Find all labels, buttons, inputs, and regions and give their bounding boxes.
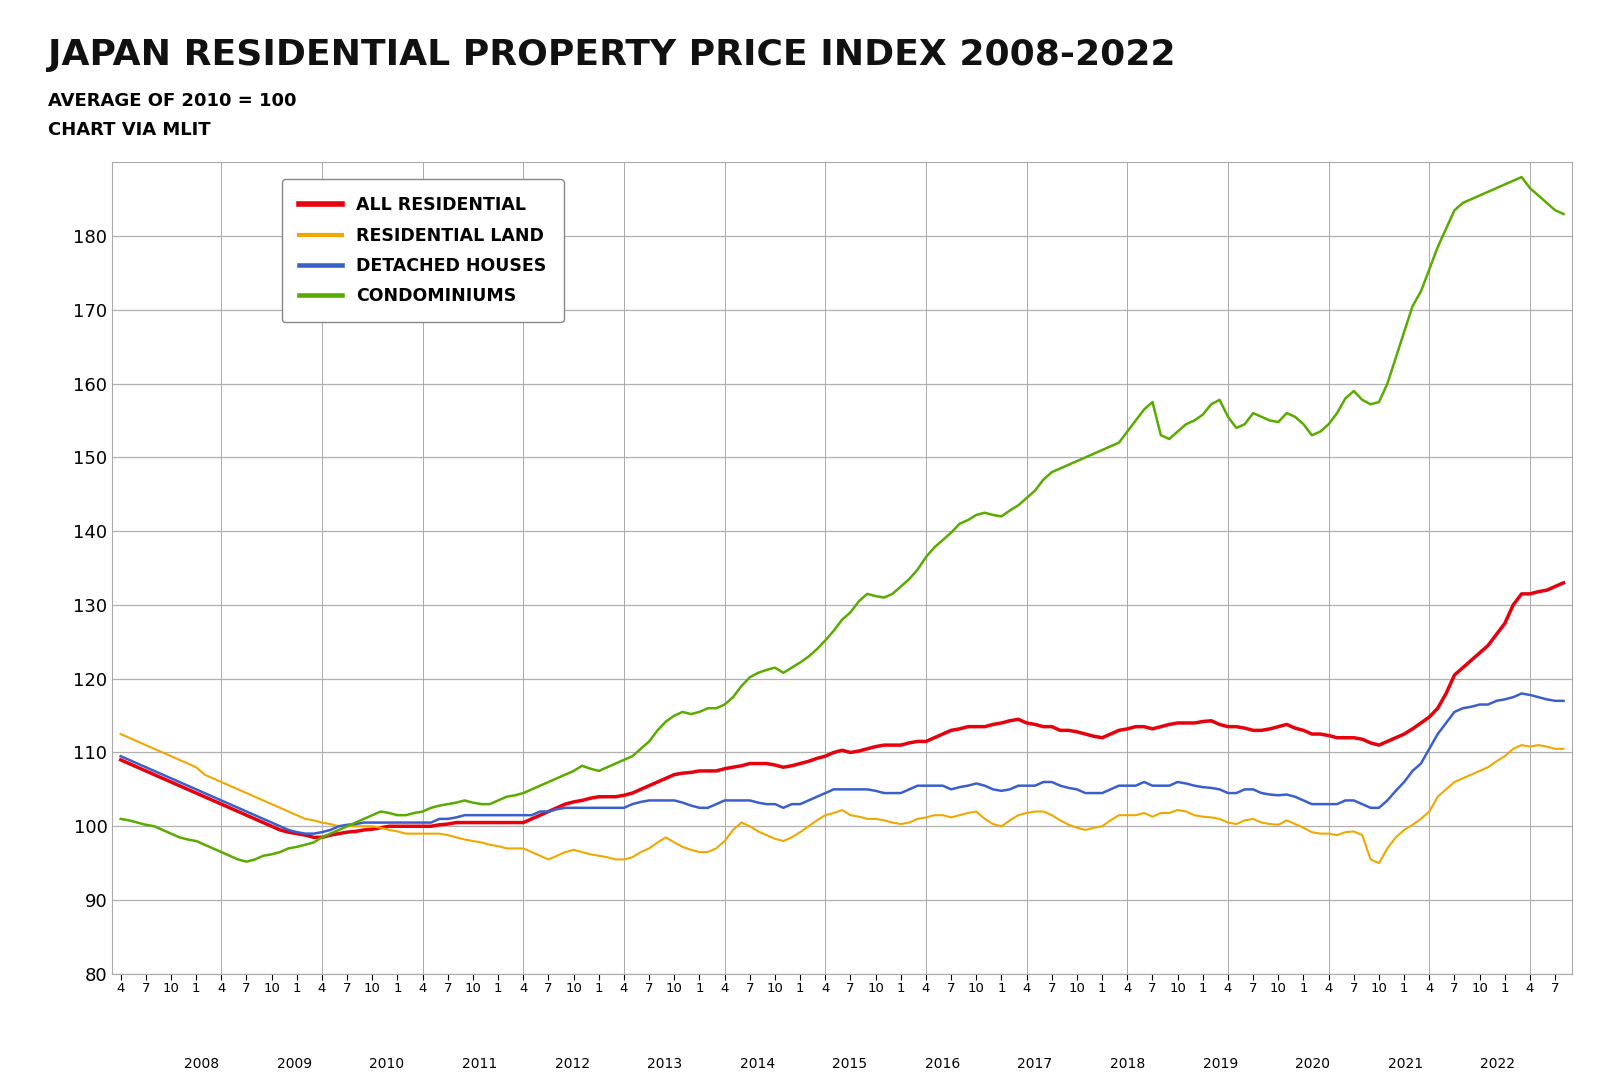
ALL RESIDENTIAL — [648, 776, 667, 789]
Text: AVERAGE OF 2010 = 100: AVERAGE OF 2010 = 100 — [48, 92, 297, 110]
ALL RESIDENTIAL — [111, 753, 130, 766]
CONDOMINIUMS — [908, 563, 927, 576]
ALL RESIDENTIAL — [1404, 723, 1423, 736]
DETACHED HOUSES — [1219, 787, 1238, 800]
Text: CHART VIA MLIT: CHART VIA MLIT — [48, 121, 210, 140]
Line: RESIDENTIAL LAND: RESIDENTIAL LAND — [120, 734, 1564, 863]
DETACHED HOUSES — [295, 827, 314, 840]
DETACHED HOUSES — [816, 787, 836, 800]
Legend: ALL RESIDENTIAL, RESIDENTIAL LAND, DETACHED HOUSES, CONDOMINIUMS: ALL RESIDENTIAL, RESIDENTIAL LAND, DETAC… — [282, 180, 563, 322]
CONDOMINIUMS — [111, 813, 130, 826]
RESIDENTIAL LAND — [1209, 813, 1229, 826]
CONDOMINIUMS — [1554, 208, 1574, 221]
CONDOMINIUMS — [1219, 410, 1238, 423]
ALL RESIDENTIAL — [305, 831, 324, 844]
RESIDENTIAL LAND — [900, 816, 919, 829]
CONDOMINIUMS — [816, 634, 836, 647]
RESIDENTIAL LAND — [1160, 806, 1179, 819]
DETACHED HOUSES — [111, 750, 130, 763]
RESIDENTIAL LAND — [1404, 818, 1423, 831]
CONDOMINIUMS — [1404, 300, 1423, 313]
DETACHED HOUSES — [1513, 687, 1532, 700]
ALL RESIDENTIAL — [908, 735, 927, 748]
DETACHED HOUSES — [1554, 695, 1574, 708]
DETACHED HOUSES — [648, 794, 667, 807]
ALL RESIDENTIAL — [816, 750, 836, 763]
DETACHED HOUSES — [1404, 764, 1423, 777]
ALL RESIDENTIAL — [1219, 721, 1238, 734]
RESIDENTIAL LAND — [1554, 742, 1574, 755]
CONDOMINIUMS — [1168, 425, 1187, 438]
RESIDENTIAL LAND — [640, 842, 659, 855]
ALL RESIDENTIAL — [1554, 577, 1574, 590]
Text: （2010年平均=100）: （2010年平均=100） — [419, 264, 544, 279]
ALL RESIDENTIAL — [1168, 716, 1187, 729]
CONDOMINIUMS — [237, 855, 257, 868]
RESIDENTIAL LAND — [1370, 857, 1389, 870]
RESIDENTIAL LAND — [111, 727, 130, 740]
CONDOMINIUMS — [1513, 171, 1532, 184]
Line: CONDOMINIUMS: CONDOMINIUMS — [120, 177, 1564, 861]
DETACHED HOUSES — [1168, 776, 1187, 789]
Line: ALL RESIDENTIAL: ALL RESIDENTIAL — [120, 583, 1564, 837]
Text: JAPAN RESIDENTIAL PROPERTY PRICE INDEX 2008-2022: JAPAN RESIDENTIAL PROPERTY PRICE INDEX 2… — [48, 38, 1176, 71]
Line: DETACHED HOUSES: DETACHED HOUSES — [120, 694, 1564, 833]
DETACHED HOUSES — [908, 779, 927, 792]
CONDOMINIUMS — [648, 724, 667, 737]
RESIDENTIAL LAND — [807, 814, 826, 827]
